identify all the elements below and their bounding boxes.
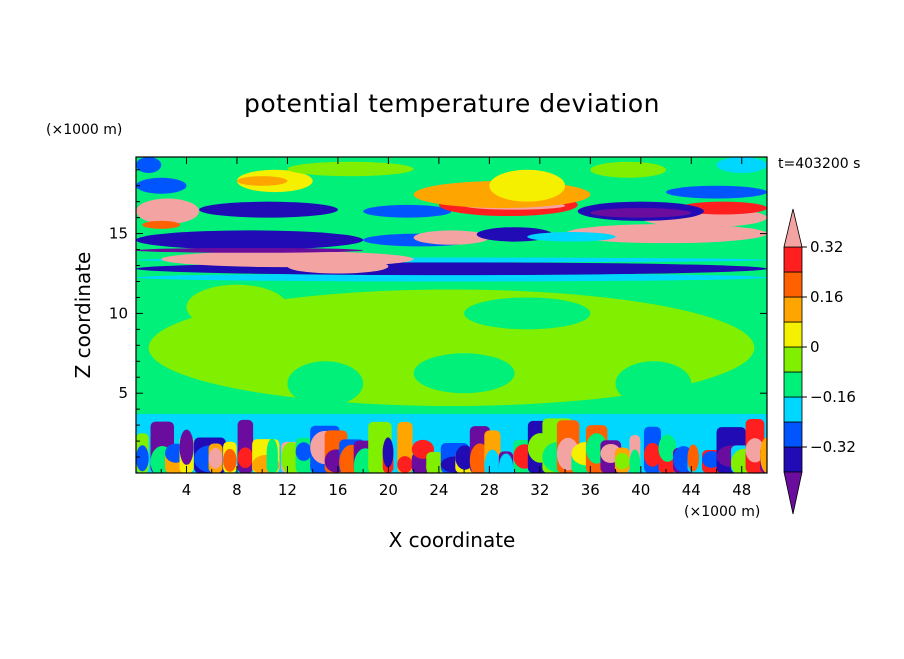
chart-title: potential temperature deviation bbox=[244, 89, 660, 118]
time-label: t=403200 s bbox=[778, 156, 860, 172]
y-unit-label: (×1000 m) bbox=[46, 122, 122, 138]
colorbar-bin bbox=[783, 371, 803, 398]
colorbar-bin bbox=[783, 421, 803, 448]
x-tick-label: 20 bbox=[379, 481, 398, 499]
x-tick-label: 24 bbox=[429, 481, 448, 499]
colorbar-label: 0.32 bbox=[810, 238, 843, 256]
turbulence-cell bbox=[629, 449, 641, 473]
y-tick-label: 15 bbox=[109, 225, 128, 243]
y-axis: 5 10 15 bbox=[109, 169, 767, 458]
turbulence-cell bbox=[658, 434, 677, 462]
plot-frame bbox=[135, 156, 768, 474]
x-tick-label: 40 bbox=[631, 481, 650, 499]
contour-region bbox=[136, 230, 364, 250]
turbulence-cell bbox=[136, 445, 149, 472]
turbulence-cell bbox=[455, 445, 475, 470]
turbulence-cell bbox=[179, 429, 194, 465]
colorbar: 0.32 0.16 0 −0.16 −0.32 bbox=[783, 208, 856, 515]
x-tick-label: 12 bbox=[278, 481, 297, 499]
contour-region bbox=[464, 297, 591, 330]
contour-region bbox=[136, 273, 767, 282]
colorbar-label: −0.32 bbox=[810, 438, 856, 456]
contour-region bbox=[142, 220, 181, 229]
contour-region bbox=[590, 208, 692, 218]
boundary-stripe bbox=[136, 413, 767, 417]
contour-region bbox=[590, 161, 667, 178]
contour-region bbox=[363, 204, 452, 218]
colorbar-bin bbox=[783, 346, 803, 373]
x-tick-label: 48 bbox=[732, 481, 751, 499]
colorbar-label: 0 bbox=[810, 338, 820, 356]
x-tick-label: 36 bbox=[581, 481, 600, 499]
colorbar-bin bbox=[783, 446, 803, 473]
y-tick-label: 5 bbox=[118, 384, 128, 402]
y-axis-title: Z coordinate bbox=[71, 252, 95, 379]
x-tick-label: 16 bbox=[328, 481, 347, 499]
contour-region bbox=[615, 361, 692, 406]
turbulence-cell bbox=[382, 437, 394, 468]
x-tick-label: 32 bbox=[530, 481, 549, 499]
turbulence-cell bbox=[687, 444, 699, 472]
contour-region bbox=[136, 247, 364, 253]
turbulence-cell bbox=[208, 447, 223, 469]
y-tick-label: 10 bbox=[109, 304, 128, 322]
x-tick-label: 28 bbox=[480, 481, 499, 499]
contour-region bbox=[527, 232, 616, 242]
colorbar-extend-bottom bbox=[783, 471, 803, 515]
contour-region bbox=[186, 284, 288, 330]
contour-region bbox=[666, 185, 767, 199]
turbulence-cell bbox=[643, 442, 661, 467]
contour-region bbox=[287, 259, 389, 274]
contour-region bbox=[716, 157, 767, 173]
turbulence-cell bbox=[266, 438, 278, 468]
contour-region bbox=[136, 177, 187, 194]
turbulence-cell bbox=[745, 438, 765, 463]
contour-region bbox=[413, 230, 490, 245]
colorbar-bin bbox=[783, 321, 803, 348]
contour-region bbox=[287, 361, 364, 406]
turbulence-cell bbox=[760, 437, 767, 473]
contour-field bbox=[136, 157, 767, 473]
colorbar-extend-top bbox=[783, 208, 803, 248]
turbulence-cell bbox=[237, 447, 254, 469]
contour-region bbox=[565, 224, 767, 244]
x-tick-label: 4 bbox=[182, 481, 192, 499]
turbulence-cell bbox=[484, 449, 501, 473]
turbulence-cell bbox=[426, 455, 443, 473]
turbulence-cell bbox=[295, 442, 312, 461]
contour-region bbox=[136, 157, 162, 173]
colorbar-bin bbox=[783, 396, 803, 423]
x-tick-label: 44 bbox=[682, 481, 701, 499]
contour-region bbox=[287, 161, 414, 177]
turbulence-cell bbox=[498, 453, 514, 473]
turbulence-cell bbox=[397, 456, 413, 473]
colorbar-bin bbox=[783, 271, 803, 298]
contour-region bbox=[236, 176, 288, 186]
x-tick-label: 8 bbox=[232, 481, 242, 499]
contour-region bbox=[136, 198, 200, 225]
contour-region bbox=[489, 169, 566, 202]
colorbar-bin bbox=[783, 296, 803, 323]
x-axis-title: X coordinate bbox=[389, 528, 516, 552]
turbulence-cell bbox=[223, 448, 237, 472]
x-unit-label: (×1000 m) bbox=[684, 504, 760, 520]
contour-region bbox=[413, 353, 515, 394]
x-axis: 4 8 12 16 20 24 28 32 36 40 44 48 bbox=[160, 157, 751, 499]
turbulence-cell bbox=[614, 452, 630, 470]
colorbar-label: 0.16 bbox=[810, 288, 843, 306]
colorbar-bin bbox=[783, 246, 803, 273]
contour-region bbox=[199, 201, 338, 218]
turbulence-cell bbox=[702, 451, 722, 468]
colorbar-label: −0.16 bbox=[810, 388, 856, 406]
